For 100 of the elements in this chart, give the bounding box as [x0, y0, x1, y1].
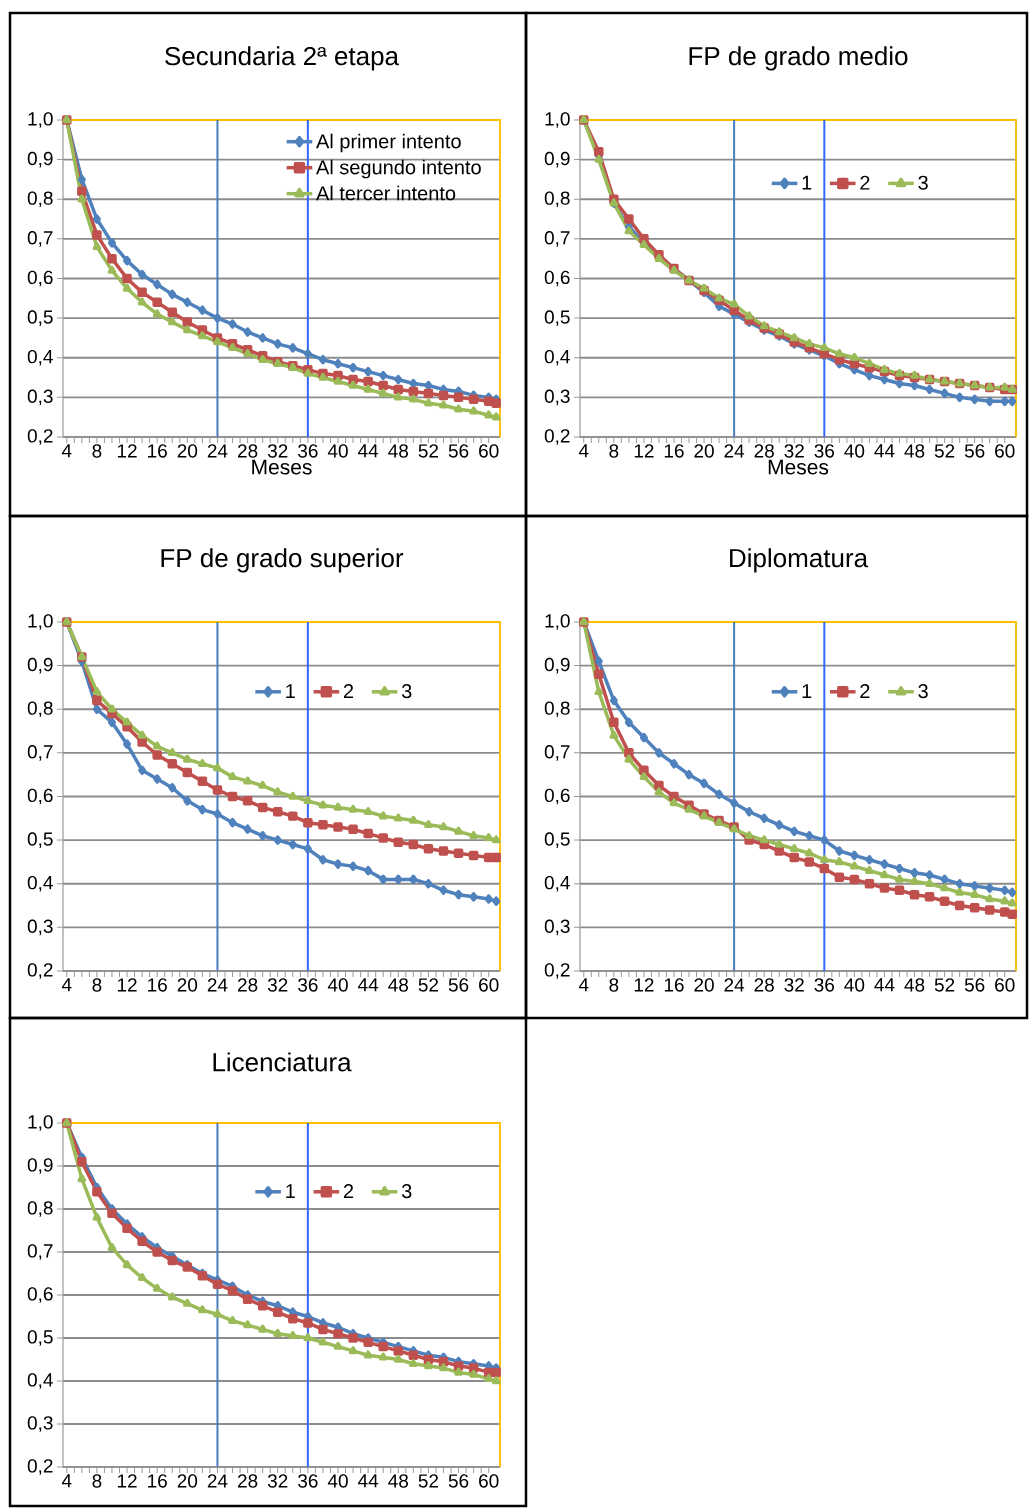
x-tick-label: 24 [724, 978, 745, 992]
y-tick-label: 0,6 [544, 788, 570, 805]
x-tick-label: 16 [148, 1474, 167, 1488]
x-tick-label: 20 [177, 444, 198, 458]
x-tick-label: 16 [148, 978, 167, 992]
x-tick-label: 56 [964, 978, 985, 992]
y-tick-label: 0,9 [544, 657, 570, 674]
y-tick-label: 1,0 [28, 112, 53, 128]
x-tick-label: 44 [874, 444, 895, 458]
y-tick-label: 0,8 [544, 191, 570, 208]
legend-label: 2 [860, 684, 870, 699]
x-tick-label: 48 [388, 444, 409, 458]
legend-label: Al segundo intento [316, 159, 481, 179]
x-tick-label: 48 [388, 978, 409, 992]
x-tick-label: 36 [814, 444, 835, 458]
y-tick-label: 0,5 [544, 832, 570, 848]
y-tick-label: 0,9 [27, 657, 53, 674]
y-tick-label: 0,9 [544, 151, 570, 168]
y-tick-label: 0,7 [544, 745, 570, 761]
x-tick-label: 28 [754, 444, 774, 458]
x-tick-label: 24 [207, 1474, 228, 1488]
y-tick-label: 0,4 [544, 875, 570, 892]
x-tick-label: 16 [664, 444, 684, 458]
chart-title: FP de grado superior [161, 548, 404, 573]
x-tick-label: 52 [418, 978, 439, 992]
y-tick-label: 0,5 [27, 832, 53, 848]
x-tick-label: 60 [479, 1474, 499, 1488]
x-tick-label: 20 [177, 1474, 198, 1488]
y-tick-label: 0,5 [544, 310, 570, 326]
x-tick-label: 48 [388, 1474, 409, 1488]
x-tick-label: 12 [117, 978, 137, 992]
x-tick-label: 28 [237, 444, 258, 458]
legend-label: 1 [802, 175, 812, 190]
y-tick-label: 0,7 [27, 745, 53, 761]
x-tick-label: 36 [814, 978, 835, 992]
x-tick-label: 28 [754, 978, 774, 992]
x-tick-label: 40 [327, 978, 348, 992]
x-tick-label: 32 [784, 978, 804, 992]
y-tick-label: 0,5 [27, 310, 53, 326]
y-tick-label: 0,3 [27, 1416, 53, 1432]
x-tick-label: 4 [61, 978, 72, 992]
y-tick-label: 0,6 [27, 270, 53, 287]
x-tick-label: 44 [358, 1474, 379, 1488]
y-tick-label: 0,7 [544, 231, 570, 247]
chart-title: Secundaria 2ª etapa [165, 46, 399, 71]
x-tick-label: 20 [177, 978, 198, 992]
legend-label: 1 [286, 1184, 295, 1198]
y-tick-label: 0,5 [27, 1330, 53, 1346]
y-tick-label: 0,2 [544, 429, 570, 445]
y-tick-label: 0,8 [544, 701, 570, 718]
x-tick-label: 60 [479, 978, 499, 992]
y-tick-label: 0,4 [27, 1373, 53, 1389]
legend-label: 3 [401, 1184, 412, 1199]
x-tick-label: 4 [578, 978, 589, 992]
y-tick-label: 1,0 [28, 614, 53, 630]
x-tick-label: 44 [874, 978, 895, 992]
y-tick-label: 0,3 [27, 389, 53, 406]
y-tick-label: 0,9 [27, 151, 53, 168]
x-tick-label: 12 [117, 1474, 137, 1488]
legend-label: Al primer intento [316, 133, 461, 153]
y-tick-label: 0,7 [27, 1244, 53, 1260]
y-tick-label: 1,0 [28, 1115, 53, 1131]
x-axis-title: Meses [768, 459, 829, 475]
y-tick-label: 0,4 [27, 349, 53, 366]
y-tick-label: 0,4 [27, 875, 53, 892]
x-tick-label: 28 [237, 1474, 258, 1488]
x-tick-label: 24 [207, 978, 228, 992]
x-tick-label: 20 [694, 444, 714, 458]
x-tick-label: 48 [904, 444, 925, 458]
x-tick-label: 16 [148, 444, 167, 458]
x-tick-label: 60 [995, 444, 1015, 458]
x-tick-label: 56 [448, 978, 469, 992]
x-tick-label: 4 [61, 444, 72, 458]
y-tick-label: 0,2 [27, 429, 53, 445]
chart-title: Licenciatura [213, 1052, 352, 1072]
x-tick-label: 12 [634, 978, 654, 992]
x-tick-label: 8 [92, 978, 102, 992]
legend-label: Al tercer intento [316, 185, 456, 201]
x-tick-label: 40 [327, 1474, 348, 1488]
y-tick-label: 0,2 [27, 963, 53, 979]
y-tick-label: 0,6 [544, 270, 570, 287]
x-tick-label: 32 [784, 444, 804, 458]
x-tick-label: 36 [298, 978, 318, 992]
x-tick-label: 24 [207, 444, 228, 458]
x-tick-label: 4 [578, 444, 589, 458]
chart-title: Diplomatura [730, 548, 869, 573]
x-tick-label: 8 [609, 444, 619, 458]
y-tick-label: 0,3 [544, 389, 570, 406]
x-tick-label: 40 [844, 978, 865, 992]
y-tick-label: 0,7 [27, 231, 53, 247]
y-tick-label: 0,3 [27, 919, 53, 936]
y-tick-label: 0,2 [544, 963, 570, 979]
y-tick-label: 1,0 [545, 112, 570, 128]
x-tick-label: 4 [61, 1474, 72, 1488]
x-tick-label: 32 [267, 978, 288, 992]
x-tick-label: 12 [117, 444, 137, 458]
x-tick-label: 28 [237, 978, 258, 992]
legend-label: 2 [860, 175, 870, 190]
legend-label: 3 [918, 175, 928, 190]
x-tick-label: 60 [995, 978, 1015, 992]
